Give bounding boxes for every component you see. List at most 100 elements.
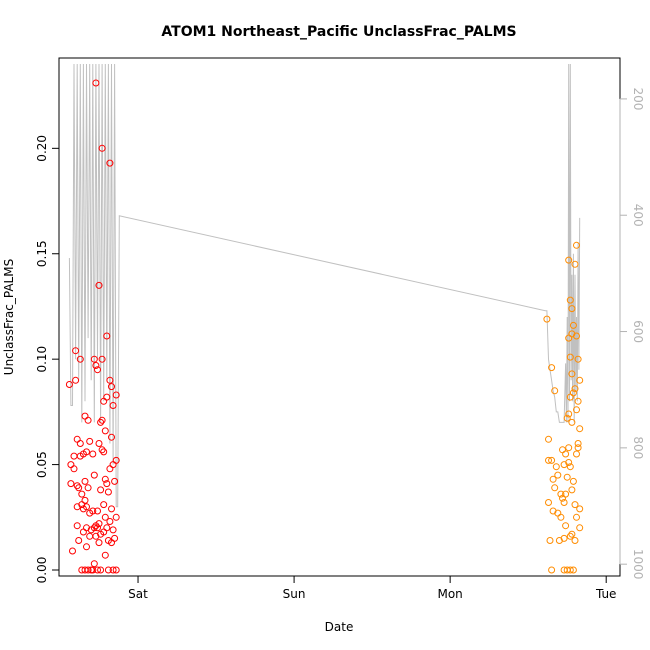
data-point-series-2 [563,414,571,422]
data-point-series-2 [562,522,570,530]
data-point-series-1 [75,537,83,544]
data-point-series-1 [103,393,111,401]
data-point-series-2 [576,524,584,532]
x-axis: Sat Sun Mon Tue [128,575,617,601]
data-point-series-2 [562,450,570,458]
data-point-series-2 [571,537,579,544]
data-point-series-2 [554,471,562,479]
data-point-series-2 [574,444,582,452]
data-point-series-1 [109,402,117,409]
data-point-series-1 [100,501,108,509]
data-point-series-2 [569,321,577,329]
data-point-series-1 [92,79,100,87]
data-point-series-2 [560,499,568,506]
data-point-series-2 [576,505,584,513]
data-point-series-1 [103,332,111,340]
y-axis-label: UnclassFrac_PALMS [2,259,16,375]
data-point-series-2 [565,444,573,452]
x-tick-label: Tue [595,587,617,601]
data-point-series-1 [67,480,75,488]
data-point-series-1 [108,505,115,513]
data-point-series-2 [566,566,574,574]
data-point-series-2 [566,463,574,471]
data-point-series-1 [76,355,84,363]
data-point-series-2 [568,305,576,313]
data-point-series-1 [108,383,115,391]
right-tick-label: 1000 [631,549,645,580]
data-point-series-2 [568,418,576,426]
data-point-series-1 [89,450,97,458]
data-point-series-1 [89,566,97,574]
data-point-series-1 [83,543,90,551]
data-point-series-2 [557,513,565,521]
right-tick-label: 600 [631,320,645,343]
data-point-series-2 [573,450,580,458]
data-point-series-2 [568,370,576,378]
data-point-series-1 [89,507,97,515]
data-point-series-1 [94,566,101,574]
data-point-series-1 [112,391,120,399]
data-point-series-1 [90,560,98,568]
data-point-series-1 [95,520,103,528]
y-tick-label: 0.05 [35,451,49,478]
data-point-series-1 [73,482,81,490]
data-point-series-1 [112,456,120,464]
data-point-series-1 [65,381,73,388]
data-point-series-1 [84,484,92,492]
data-point-series-2 [565,459,573,466]
data-point-series-1 [101,513,109,521]
data-point-series-1 [94,366,101,374]
right-tick-label: 200 [631,87,645,110]
right-tick-label: 400 [631,204,645,227]
data-point-series-1 [94,524,101,532]
x-tick-label: Sat [128,587,148,601]
data-point-series-2 [545,499,552,506]
data-point-series-1 [97,566,105,574]
data-point-series-1 [76,440,84,447]
data-point-series-1 [98,446,106,454]
y-tick-label: 0.10 [35,346,49,373]
y-axis-right: 200 400 600 800 1000 [619,87,645,580]
data-point-series-1 [94,507,101,515]
data-point-series-1 [111,477,119,485]
data-point-series-1 [100,448,108,456]
data-point-series-1 [104,566,112,574]
data-point-series-2 [571,385,579,393]
data-point-series-1 [90,524,98,532]
data-point-series-2 [551,484,559,492]
data-point-series-2 [563,473,571,481]
data-point-series-1 [106,518,114,525]
data-point-series-2 [571,501,579,509]
altitude-line-group [68,63,581,508]
data-point-series-1 [70,465,78,473]
data-point-series-2 [565,256,573,264]
data-point-series-1 [90,355,98,363]
data-point-series-2 [569,477,577,485]
y-tick-label: 0.15 [35,240,49,267]
data-point-series-2 [573,513,580,521]
data-point-series-1 [72,347,80,355]
x-tick-label: Sun [283,587,306,601]
data-point-series-2 [560,534,568,542]
x-axis-label: Date [325,620,354,634]
data-point-series-1 [101,427,109,435]
data-point-series-1 [90,471,98,479]
data-point-series-1 [106,376,114,384]
data-point-series-2 [548,456,556,464]
data-point-series-1 [112,566,120,574]
data-point-series-1 [103,480,111,488]
data-point-series-1 [83,503,90,511]
altitude-line [68,63,581,508]
y-tick-label: 0.00 [35,557,49,584]
data-point-series-1 [104,488,112,496]
data-point-series-2 [545,456,552,464]
data-point-series-1 [98,416,106,424]
data-point-series-1 [83,448,90,456]
data-point-series-2 [562,490,570,498]
data-point-series-2 [565,410,573,418]
data-point-series-1 [97,418,105,426]
data-point-series-1 [106,159,114,167]
data-point-series-1 [78,490,86,498]
data-point-series-2 [573,406,580,414]
